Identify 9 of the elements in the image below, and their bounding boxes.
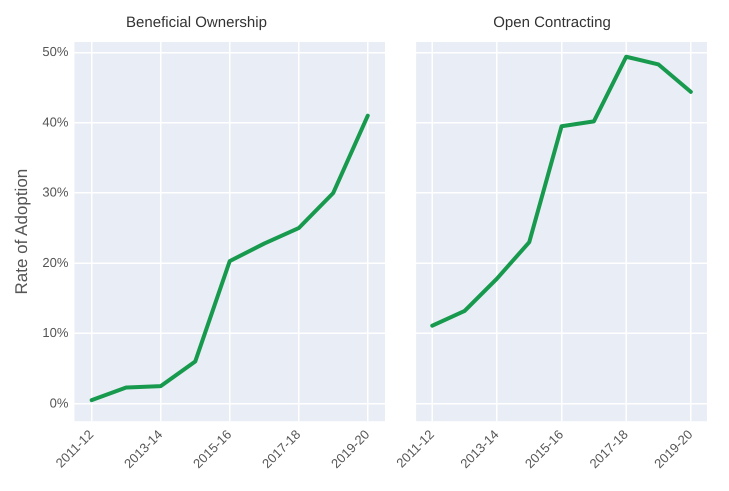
y-tick-label: 30% (42, 184, 69, 200)
y-axis-title: Rate of Adoption (12, 168, 31, 294)
y-tick-label: 10% (42, 325, 69, 340)
chart-title: Beneficial Ownership (126, 14, 267, 32)
chart-title: Open Contracting (493, 14, 611, 32)
y-tick-label: 0% (50, 395, 69, 410)
y-tick-label: 40% (42, 114, 69, 130)
y-tick-label: 50% (42, 44, 69, 60)
y-tick-label: 20% (42, 254, 69, 270)
